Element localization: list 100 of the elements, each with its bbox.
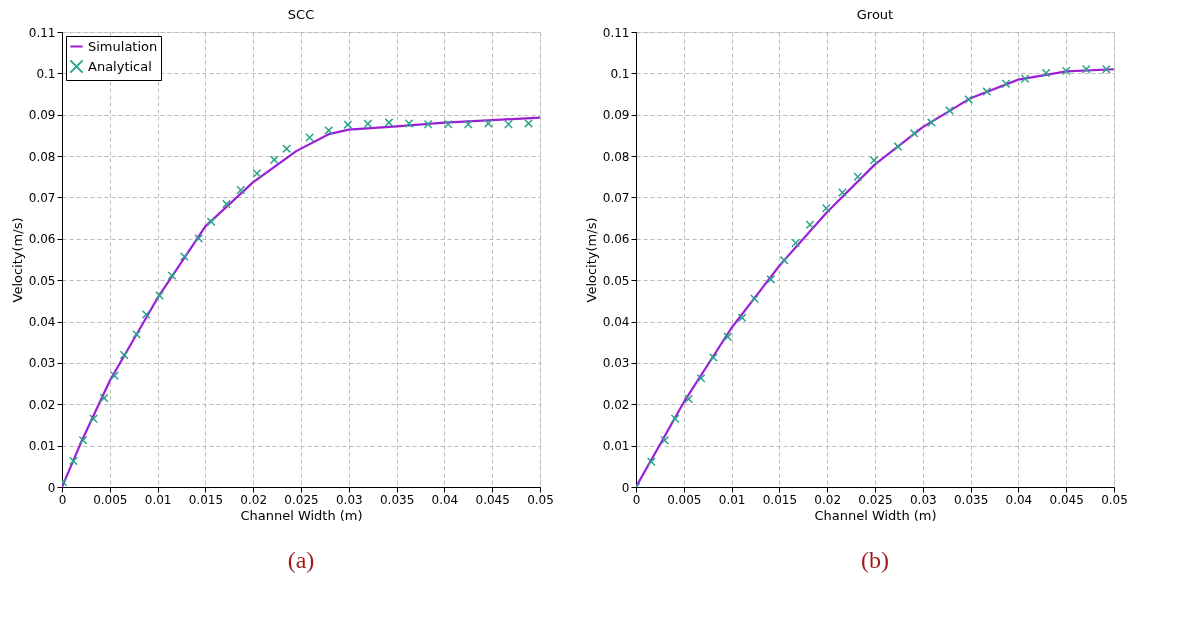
point (1101, 64, 1111, 74)
x-tick-label: 0.01 (144, 492, 172, 507)
y-tick-label: 0.03 (602, 356, 630, 371)
point (670, 414, 680, 424)
point (1041, 68, 1051, 78)
point (750, 294, 759, 304)
point (869, 155, 879, 165)
x-tick-label: 0.025 (858, 492, 893, 507)
point (737, 313, 747, 323)
x-tick-label: 0.005 (93, 492, 128, 507)
y-tick-label: 0.02 (602, 397, 630, 412)
point (708, 353, 718, 362)
x-tick-label: 0.005 (667, 492, 702, 507)
x-tick-label: 0.035 (953, 492, 989, 507)
x-tick-label: 0.04 (431, 492, 459, 507)
y-tick-label: 0.05 (28, 273, 56, 288)
point (89, 414, 99, 424)
y-tick-label: 0.02 (28, 397, 56, 412)
y-tick-label: 0.08 (602, 149, 630, 164)
point (99, 393, 109, 403)
point (221, 199, 231, 209)
point (463, 119, 473, 129)
text: (a) (287, 547, 315, 573)
point (423, 119, 433, 129)
y-tick-label: 0.05 (602, 273, 630, 288)
point (684, 394, 694, 404)
y-tick-label: 0.09 (28, 108, 56, 123)
point (838, 188, 847, 197)
y-tick-label: 0.09 (602, 108, 630, 123)
chart-title: SCC (287, 7, 315, 22)
text: (b) (861, 547, 889, 573)
x-tick-label: 0.04 (1005, 492, 1033, 507)
point (443, 119, 453, 129)
y-tick-label: 0.04 (28, 315, 56, 330)
y-tick-label: 0.1 (36, 66, 56, 81)
x-tick-label: 0.03 (909, 492, 937, 507)
y-tick-label: 0.1 (610, 66, 630, 81)
y-tick-label: 0.01 (28, 439, 56, 454)
point (982, 87, 992, 97)
point (324, 125, 334, 135)
x-tick-label: 0.035 (379, 492, 415, 507)
y-tick-label: 0.04 (602, 315, 630, 330)
x-tick-label: 0.045 (475, 492, 510, 507)
point (282, 144, 292, 154)
point (167, 271, 177, 281)
x-tick-label: 0.045 (1049, 492, 1084, 507)
x-tick-label: 0.025 (284, 492, 319, 507)
x-tick-label: 0 (58, 492, 67, 507)
point (805, 220, 815, 230)
y-tick-label: 0.06 (602, 232, 630, 247)
point (696, 373, 706, 383)
y-axis-title: Velocity(m/s) (9, 217, 25, 303)
point (1081, 64, 1091, 74)
point (779, 255, 789, 265)
y-tick-label: 0.07 (602, 190, 630, 205)
y-tick-label: 0.07 (28, 190, 56, 205)
x-tick-label: 0.02 (814, 492, 842, 507)
point (110, 371, 120, 381)
x-tick-label: 0.05 (1101, 492, 1128, 507)
point (1061, 66, 1071, 76)
point (252, 169, 262, 178)
chart-title: Grout (856, 7, 894, 22)
y-tick-label: 0.06 (28, 232, 56, 247)
point (945, 106, 955, 116)
point (660, 435, 670, 445)
point (404, 118, 414, 128)
point (236, 185, 246, 195)
point (269, 155, 279, 165)
point (1020, 74, 1030, 84)
point (119, 350, 129, 360)
point (343, 120, 353, 130)
x-axis-title: Channel Width (m) (814, 507, 937, 523)
point (384, 118, 394, 128)
point (926, 118, 936, 128)
point (821, 203, 831, 213)
point (723, 332, 733, 342)
point (853, 172, 863, 182)
x-tick-label: 0.01 (718, 492, 746, 507)
point (503, 119, 513, 129)
point (206, 217, 216, 227)
x-tick-label: 0.03 (335, 492, 363, 507)
y-tick-label: 0 (621, 480, 630, 495)
point (1001, 79, 1011, 89)
point (78, 435, 88, 445)
x-axis-title: Channel Width (m) (240, 507, 363, 523)
point (179, 252, 189, 262)
x-tick-label: 0.02 (240, 492, 268, 507)
point (483, 118, 493, 128)
y-tick-label: 0.11 (28, 25, 56, 40)
point (363, 119, 373, 129)
y-tick-label: 0.01 (602, 439, 630, 454)
point (766, 274, 776, 284)
point (893, 142, 903, 152)
y-axis-title: Velocity(m/s) (583, 217, 599, 303)
point (305, 133, 315, 142)
point (964, 94, 974, 104)
point (791, 238, 801, 248)
point (132, 329, 142, 339)
point (155, 291, 164, 300)
y-tick-label: 0 (47, 480, 56, 495)
